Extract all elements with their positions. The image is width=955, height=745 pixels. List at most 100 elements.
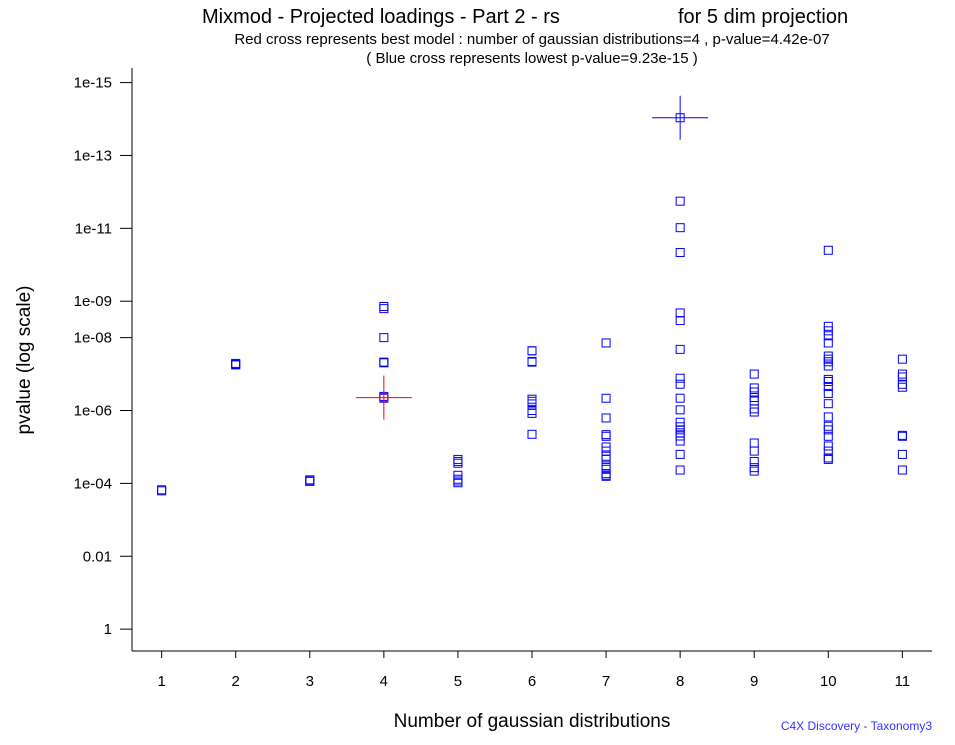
x-tick-label: 1	[157, 673, 165, 690]
data-point	[823, 441, 833, 451]
data-point	[675, 431, 685, 441]
data-point	[823, 361, 833, 371]
data-point	[675, 449, 685, 459]
data-point	[823, 377, 833, 387]
data-point	[527, 396, 537, 406]
x-tick-label: 9	[750, 673, 758, 690]
data-point	[675, 247, 685, 257]
data-point	[379, 333, 389, 343]
data-point	[675, 422, 685, 432]
data-point	[675, 373, 685, 383]
data-point	[527, 346, 537, 356]
data-point	[527, 429, 537, 439]
data-point	[527, 408, 537, 418]
x-tick-label: 10	[820, 673, 837, 690]
x-axis-label: Number of gaussian distributions	[394, 711, 671, 732]
x-tick-label: 6	[528, 673, 536, 690]
data-point	[897, 354, 907, 364]
data-point	[675, 316, 685, 326]
data-point	[823, 382, 833, 392]
data-point	[823, 425, 833, 435]
data-point	[897, 382, 907, 392]
data-point	[675, 405, 685, 415]
data-point	[749, 466, 759, 476]
x-tick-label: 11	[895, 673, 911, 690]
footer-credit: C4X Discovery - Taxonomy3	[781, 719, 932, 733]
data-point	[157, 485, 167, 495]
data-point	[749, 407, 759, 417]
data-point	[749, 387, 759, 397]
data-point	[675, 465, 685, 475]
chart-subtitle-1: Red cross represents best model : number…	[234, 31, 829, 48]
data-point	[601, 471, 611, 481]
data-point	[601, 454, 611, 464]
data-point	[527, 399, 537, 409]
x-tick-label: 7	[602, 673, 610, 690]
model-markers	[355, 95, 709, 420]
data-point	[675, 425, 685, 435]
y-tick-label: 1e-13	[74, 147, 112, 164]
data-point	[601, 338, 611, 348]
lowest-pvalue-cross-point	[675, 113, 685, 123]
data-point	[823, 326, 833, 336]
y-axis-label: pvalue (log scale)	[14, 286, 35, 435]
y-tick-label: 1e-08	[74, 330, 112, 347]
x-tick-label: 3	[306, 673, 314, 690]
data-point	[527, 356, 537, 366]
data-point	[749, 369, 759, 379]
data-point	[897, 369, 907, 379]
data-point	[897, 372, 907, 382]
data-point	[823, 454, 833, 464]
chart-title-right: for 5 dim projection	[678, 6, 848, 28]
data-point	[305, 476, 315, 486]
y-tick-label: 1	[104, 621, 112, 638]
data-point	[379, 358, 389, 368]
y-tick-label: 1e-04	[74, 475, 112, 492]
data-point	[749, 404, 759, 414]
data-points	[157, 196, 907, 496]
data-point	[453, 478, 463, 488]
chart-subtitle-2: ( Blue cross represents lowest p-value=9…	[366, 50, 697, 67]
data-point	[675, 196, 685, 206]
data-point	[749, 438, 759, 448]
axes: 1 2 3 4 5 6 7 8 9 10 11 1e-15 1e-13 1e-11 1e-09 1e-08 1e…	[74, 68, 932, 690]
data-point	[675, 379, 685, 389]
data-point	[823, 338, 833, 348]
data-point	[897, 431, 907, 441]
data-point	[823, 331, 833, 341]
data-point	[601, 413, 611, 423]
data-point	[897, 449, 907, 459]
x-tick-label: 2	[232, 673, 240, 690]
data-point	[675, 393, 685, 403]
data-point	[379, 304, 389, 314]
x-tick-label: 5	[454, 673, 462, 690]
data-point	[231, 358, 241, 368]
y-tick-label: 1e-15	[74, 75, 112, 92]
data-point	[823, 245, 833, 255]
data-point	[453, 456, 463, 466]
lowest-pvalue-cross	[652, 95, 709, 140]
data-point	[823, 351, 833, 361]
data-point	[823, 388, 833, 398]
y-tick-label: 1e-11	[75, 220, 112, 237]
data-point	[823, 399, 833, 409]
data-point	[675, 436, 685, 446]
data-point	[675, 428, 685, 438]
data-point	[453, 458, 463, 468]
data-point	[823, 412, 833, 422]
x-tick-label: 8	[676, 673, 684, 690]
data-point	[601, 451, 611, 461]
data-point	[527, 357, 537, 367]
best-model-cross-point	[379, 393, 389, 403]
data-point	[527, 346, 537, 356]
y-tick-label: 0.01	[83, 548, 112, 565]
data-point	[601, 393, 611, 403]
data-point	[749, 456, 759, 466]
best-model-cross	[355, 375, 412, 420]
data-point	[675, 223, 685, 233]
y-tick-label: 1e-06	[74, 403, 112, 420]
y-tick-label: 1e-09	[74, 293, 112, 310]
data-point	[601, 431, 611, 441]
data-point	[379, 357, 389, 367]
